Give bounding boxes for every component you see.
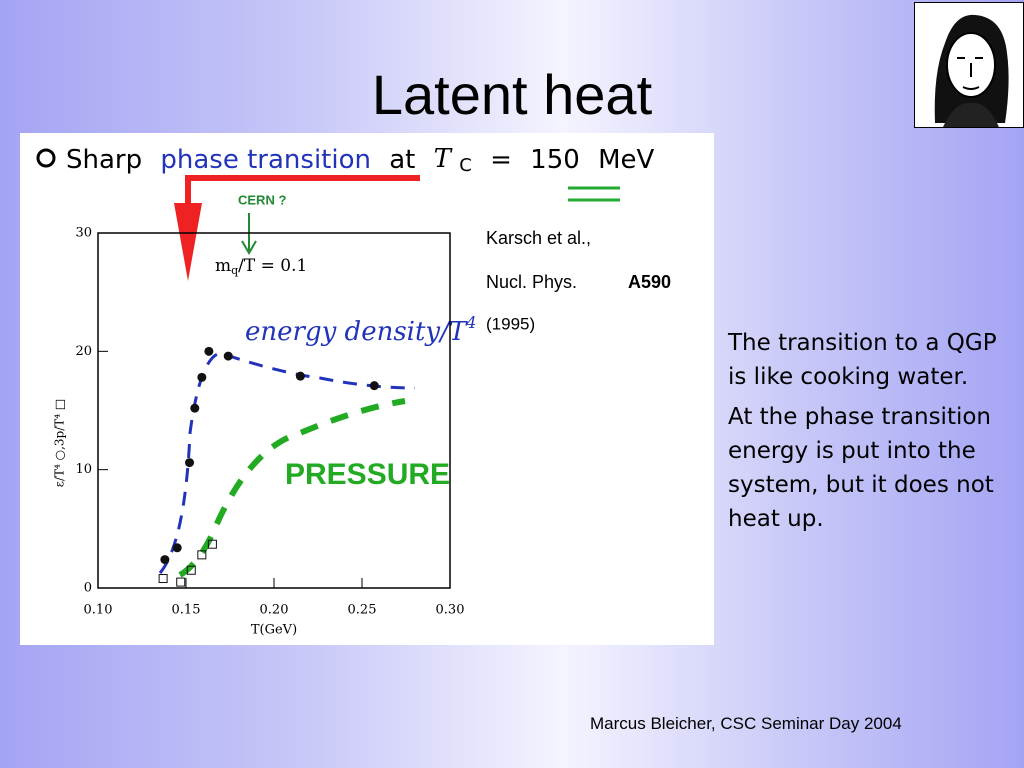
portrait	[914, 2, 1024, 128]
data-point	[176, 577, 186, 587]
annotation: Nucl. Phys.	[486, 272, 577, 292]
footer: Marcus Bleicher, CSC Seminar Day 2004	[590, 714, 902, 733]
x-tick-label: 0.20	[260, 603, 289, 618]
y-tick-label: 10	[75, 462, 92, 477]
annotation: Karsch et al.,	[486, 228, 591, 248]
annotation: A590	[628, 272, 671, 292]
red-arrow-head	[174, 203, 202, 281]
data-point	[369, 381, 379, 391]
hand-curve	[178, 398, 406, 578]
figure-background	[20, 133, 714, 645]
bullet	[36, 148, 56, 168]
header-symbol: T	[434, 144, 453, 174]
x-axis-label: T(GeV)	[251, 623, 297, 638]
figure-header: Sharp phase transition at T C = 150 MeV	[66, 144, 654, 181]
y-axis-label: ε/T⁴ ○,3p/T⁴ □	[53, 399, 67, 488]
annotation: CERN ?	[238, 192, 286, 207]
y-tick-label: 0	[84, 581, 92, 596]
data-point	[172, 543, 182, 553]
header-highlight: phase transition	[160, 145, 371, 175]
data-point	[295, 371, 305, 381]
annotation: energy density/T4	[245, 313, 476, 348]
plot: 0.10 0.15 0.20 0.25 0.30 0 10 20 30	[75, 226, 464, 618]
header-text: at	[389, 145, 415, 175]
y-tick-label: 20	[75, 344, 92, 359]
data-point	[207, 539, 217, 549]
data-point	[186, 565, 196, 575]
x-tick-label: 0.15	[172, 603, 201, 618]
data-point	[204, 346, 214, 356]
data-point	[160, 555, 170, 565]
header-text: Sharp	[66, 145, 142, 175]
x-tick-label: 0.25	[348, 603, 377, 618]
figure: Sharp phase transition at T C = 150 MeV …	[20, 133, 714, 645]
annotation: (1995)	[486, 314, 535, 333]
paragraph: The transition to a QGP is like cooking …	[728, 330, 997, 390]
data-point	[197, 550, 207, 560]
y-tick-label: 30	[75, 226, 92, 241]
green-arrow	[241, 213, 257, 255]
annotation: PRESSURE	[285, 458, 450, 491]
annotation: mq/T = 0.1	[215, 256, 307, 278]
x-tick-label: 0.10	[84, 603, 113, 618]
data-point	[197, 372, 207, 382]
header-unit: MeV	[598, 145, 654, 175]
header-subscript: C	[459, 155, 472, 176]
data-point	[158, 574, 168, 584]
data-point	[190, 403, 200, 413]
data-point	[223, 351, 233, 361]
body-text: The transition to a QGP is like cooking …	[728, 326, 998, 542]
slide-title: Latent heat	[371, 63, 653, 126]
header-text: =	[490, 145, 512, 175]
paragraph: At the phase transition energy is put in…	[728, 404, 994, 532]
underline	[568, 186, 620, 202]
data-point	[185, 458, 195, 468]
header-value: 150	[530, 145, 580, 175]
x-tick-label: 0.30	[436, 603, 465, 618]
